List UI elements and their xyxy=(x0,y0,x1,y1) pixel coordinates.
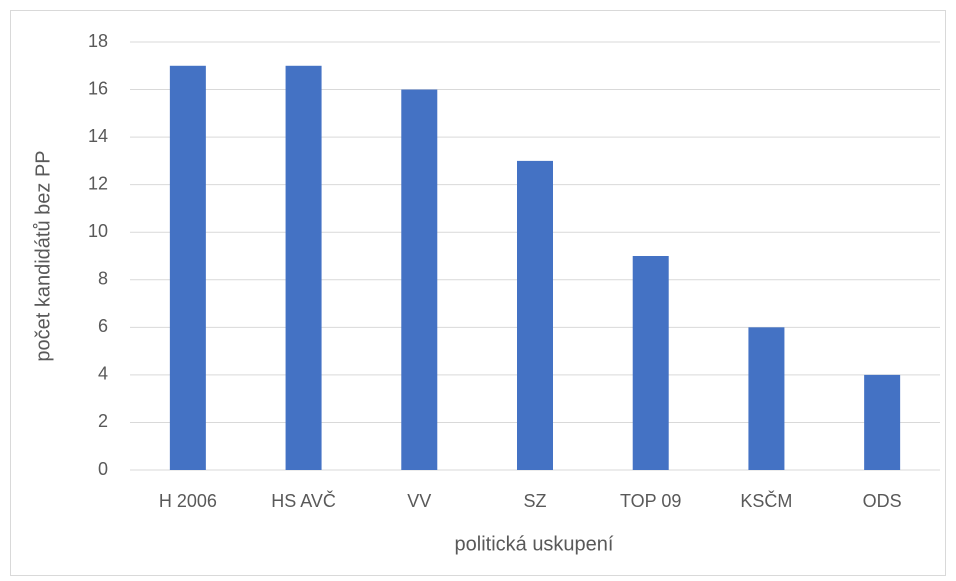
y-tick-label: 8 xyxy=(98,269,108,289)
bar xyxy=(864,374,901,470)
chart-border xyxy=(10,10,946,576)
y-tick-label: 12 xyxy=(88,173,108,193)
y-tick-label: 6 xyxy=(98,316,108,336)
x-tick-label: H 2006 xyxy=(159,491,217,511)
y-tick-label: 10 xyxy=(88,221,108,241)
y-tick-label: 4 xyxy=(98,364,108,384)
bar xyxy=(285,65,322,471)
y-tick-label: 14 xyxy=(88,126,108,146)
bar xyxy=(632,256,669,470)
y-axis-title: počet kandidátů bez PP xyxy=(32,150,54,361)
x-tick-label: VV xyxy=(407,491,431,511)
y-tick-label: 0 xyxy=(98,459,108,479)
x-tick-label: ODS xyxy=(863,491,902,511)
y-tick-label: 16 xyxy=(88,78,108,98)
bar xyxy=(169,65,206,471)
bar xyxy=(401,89,438,471)
y-tick-label: 18 xyxy=(88,31,108,51)
bar xyxy=(748,327,785,470)
x-tick-label: KSČM xyxy=(740,490,792,511)
x-tick-label: TOP 09 xyxy=(620,491,681,511)
x-tick-label: HS AVČ xyxy=(271,490,336,511)
y-tick-label: 2 xyxy=(98,411,108,431)
x-axis-title: politická uskupení xyxy=(455,533,614,555)
bar xyxy=(517,160,553,470)
x-tick-label: SZ xyxy=(523,491,546,511)
